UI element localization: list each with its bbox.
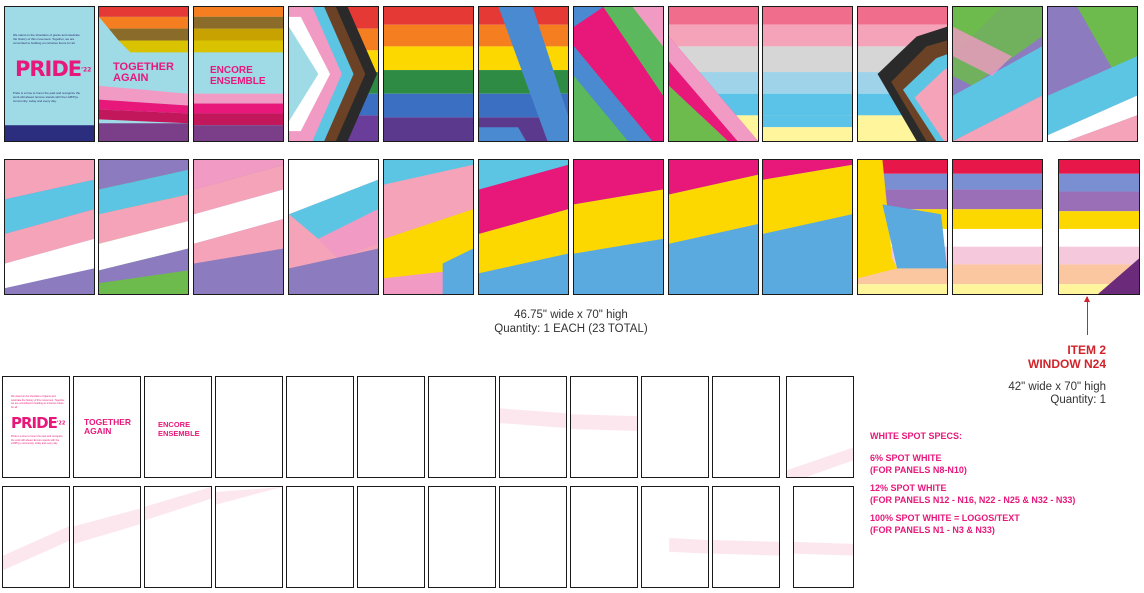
panel-n12 xyxy=(1047,6,1138,142)
white-outro-text: Pride is a time to honor the past and re… xyxy=(11,435,63,445)
panel-n9 xyxy=(762,6,853,142)
panel-n19 xyxy=(573,159,664,295)
white-panel-n11 xyxy=(712,376,780,478)
panel-n3: ENCORE ENSEMBLE xyxy=(193,6,284,142)
white-panel-n8 xyxy=(499,376,567,478)
panel-n20 xyxy=(668,159,759,295)
white-panel-n19 xyxy=(428,486,496,588)
panel-n17 xyxy=(383,159,474,295)
white-panel-n7 xyxy=(428,376,496,478)
white-panel-n12 xyxy=(786,376,854,478)
white-panel-n17 xyxy=(286,486,354,588)
specs-heading: WHITE SPOT SPECS: xyxy=(870,431,963,441)
white-panel-n4 xyxy=(215,376,283,478)
white-panel-n22 xyxy=(641,486,709,588)
white-panel-n1: We stand on the shoulders of giants and … xyxy=(2,376,70,478)
panel-outro-text: Pride is a time to honor the past and re… xyxy=(13,91,81,103)
item2-info: ITEM 2 WINDOW N24 42" wide x 70" high Qu… xyxy=(1008,343,1106,407)
spec-12-percent: 12% SPOT WHITE (FOR PANELS N12 - N16, N2… xyxy=(870,483,1076,505)
panel-n13 xyxy=(4,159,95,295)
panel-n7 xyxy=(573,6,664,142)
white-panel-n16 xyxy=(215,486,283,588)
white-panel-n15 xyxy=(144,486,212,588)
panel-n24 xyxy=(1058,159,1140,295)
panel-dimensions: 46.75" wide x 70" high Quantity: 1 EACH … xyxy=(421,308,721,336)
encore-ensemble-title: ENCORE ENSEMBLE xyxy=(210,65,266,87)
white-panel-n5 xyxy=(286,376,354,478)
panel-quantity: Quantity: 1 EACH (23 TOTAL) xyxy=(494,323,648,335)
white-panel-n9 xyxy=(570,376,638,478)
item2-pointer-arrow xyxy=(1084,296,1090,335)
white-panel-n18 xyxy=(357,486,425,588)
white-panel-n6 xyxy=(357,376,425,478)
panel-n18 xyxy=(478,159,569,295)
white-panel-n23 xyxy=(712,486,780,588)
pride-logo: PRIDE'22 xyxy=(15,57,92,81)
panel-n15 xyxy=(193,159,284,295)
panel-n10 xyxy=(857,6,948,142)
spec-100-percent: 100% SPOT WHITE = LOGOS/TEXT (FOR PANELS… xyxy=(870,513,1020,535)
item2-title: ITEM 2 xyxy=(1067,343,1106,357)
white-panel-n3: ENCORE ENSEMBLE xyxy=(144,376,212,478)
white-encore-ensemble: ENCORE ENSEMBLE xyxy=(158,420,200,438)
panel-n8 xyxy=(668,6,759,142)
white-panel-n14 xyxy=(73,486,141,588)
panel-n2: TOGETHER AGAIN xyxy=(98,6,189,142)
panel-n22 xyxy=(857,159,948,295)
panel-n5 xyxy=(383,6,474,142)
white-panel-n2: TOGETHER AGAIN xyxy=(73,376,141,478)
white-spot-specs: WHITE SPOT SPECS: 6% SPOT WHITE (FOR PAN… xyxy=(870,430,1140,542)
white-panel-n10 xyxy=(641,376,709,478)
spec-6-percent: 6% SPOT WHITE (FOR PANELS N8-N10) xyxy=(870,453,967,475)
panel-n1: We stand on the shoulders of giants and … xyxy=(4,6,95,142)
white-together-again: TOGETHER AGAIN xyxy=(84,417,132,436)
panel-n6 xyxy=(478,6,569,142)
panel-n16 xyxy=(288,159,379,295)
white-panel-n13 xyxy=(2,486,70,588)
panel-intro-text: We stand on the shoulders of giants and … xyxy=(13,33,80,45)
white-pride-logo: PRIDE'22 xyxy=(11,414,66,432)
panel-n14 xyxy=(98,159,189,295)
panel-n21 xyxy=(762,159,853,295)
item2-window: WINDOW N24 xyxy=(1028,357,1106,371)
panel-n11 xyxy=(952,6,1043,142)
white-intro-text: We stand on the shoulders of giants and … xyxy=(11,395,65,409)
panel-size: 46.75" wide x 70" high xyxy=(514,309,628,321)
white-panel-n21 xyxy=(570,486,638,588)
panel-n4 xyxy=(288,6,379,142)
item2-quantity: Quantity: 1 xyxy=(1050,394,1106,406)
together-again-title: TOGETHER AGAIN xyxy=(113,61,174,84)
item2-size: 42" wide x 70" high xyxy=(1008,381,1106,393)
panel-n23 xyxy=(952,159,1043,295)
white-panel-n20 xyxy=(499,486,567,588)
white-panel-n24 xyxy=(793,486,854,588)
